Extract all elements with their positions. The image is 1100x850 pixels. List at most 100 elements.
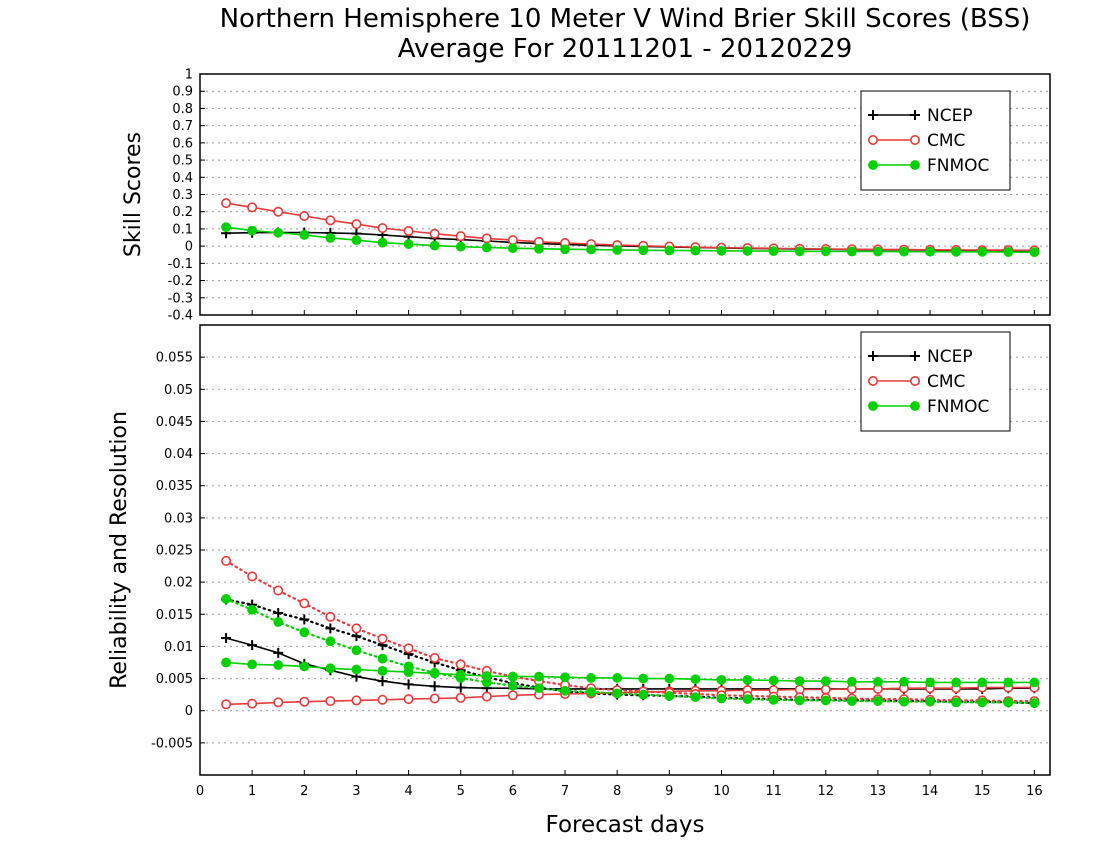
y-tick-label: 0.035 [156, 479, 193, 494]
data-point-fnmoc [1003, 697, 1014, 708]
legend-marker-ncep [868, 351, 878, 361]
data-point-fnmoc [925, 677, 935, 688]
data-point-fnmoc [638, 245, 649, 256]
data-point-ncep [429, 681, 440, 692]
data-point-cmc [273, 206, 284, 217]
data-point-fnmoc [820, 246, 831, 257]
legend-marker-cmc [867, 135, 878, 146]
y-tick-label: -0.005 [151, 736, 193, 751]
data-point-cmc [325, 611, 336, 622]
legend: NCEP CMC FNMOC [860, 331, 1011, 432]
y-tick-label: 0.02 [164, 576, 193, 591]
legend-marker-cmc [909, 135, 920, 146]
x-tick-label: 3 [352, 784, 360, 799]
y-tick-label: -0.2 [168, 274, 193, 289]
x-tick-label: 9 [665, 784, 673, 799]
data-point-fnmoc [1003, 677, 1014, 688]
data-point-fnmoc [273, 227, 284, 238]
data-point-fnmoc [325, 663, 336, 674]
x-tick-label: 14 [922, 784, 939, 799]
legend-marker-fnmoc [868, 160, 878, 170]
data-point-fnmoc [925, 696, 935, 707]
data-point-cmc [429, 652, 440, 663]
data-point-fnmoc [247, 659, 258, 670]
data-point-cmc [455, 231, 466, 242]
chart-title-line1: Northern Hemisphere 10 Meter V Wind Brie… [220, 4, 1031, 34]
data-point-cmc [247, 698, 258, 709]
y-tick-label: 0.7 [172, 119, 193, 134]
data-point-cmc [299, 696, 310, 707]
x-tick-label: 16 [1026, 784, 1043, 799]
data-point-fnmoc [273, 617, 284, 627]
data-point-fnmoc [612, 673, 623, 683]
data-point-ncep [247, 640, 258, 651]
x-tick-label: 10 [713, 784, 730, 799]
data-point-fnmoc [716, 245, 727, 256]
data-point-fnmoc [299, 627, 310, 638]
data-point-cmc [455, 659, 466, 670]
legend-marker-cmc [867, 375, 878, 386]
y-tick-label: 0.04 [164, 447, 193, 462]
data-point-fnmoc [977, 677, 988, 688]
reliability-resolution-panel: -0.005 0 0.005 0.01 0.015 0.02 0.025 0.03 0.035 0… [107, 324, 1051, 799]
data-point-fnmoc [560, 672, 570, 683]
data-point-cmc [221, 198, 232, 209]
data-point-fnmoc [794, 676, 805, 687]
data-point-fnmoc [351, 645, 362, 656]
legend-label-ncep: NCEP [927, 106, 973, 126]
y-tick-label: 0.005 [156, 672, 193, 687]
y-tick-label: 0.4 [172, 171, 193, 186]
data-point-fnmoc [638, 689, 649, 700]
legend-label-fnmoc: FNMOC [927, 397, 989, 417]
data-point-fnmoc [377, 653, 388, 664]
legend-marker-fnmoc [868, 401, 878, 411]
y-tick-label: 0 [185, 240, 193, 255]
legend-marker-cmc [909, 375, 920, 386]
y-tick-label: 0.01 [164, 640, 193, 655]
data-point-cmc [507, 690, 518, 701]
data-point-cmc [221, 699, 232, 710]
data-point-fnmoc [586, 244, 597, 255]
series-line-ncep [226, 231, 1035, 252]
data-point-fnmoc [742, 246, 753, 256]
data-point-fnmoc [925, 246, 935, 257]
data-point-fnmoc [481, 242, 492, 253]
data-point-fnmoc [325, 232, 336, 243]
data-point-ncep [325, 623, 336, 634]
x-tick-label: 12 [817, 784, 834, 799]
data-point-cmc [481, 233, 492, 244]
data-point-fnmoc [638, 673, 649, 684]
data-point-fnmoc [899, 246, 909, 257]
legend-marker-fnmoc [910, 401, 920, 411]
series-line-fnmoc-dotted [225, 597, 1036, 705]
data-point-fnmoc [951, 697, 962, 708]
data-point-fnmoc [560, 685, 570, 696]
y-tick-label: 0.05 [164, 383, 193, 398]
x-tick-label: 15 [974, 784, 991, 799]
data-point-fnmoc [768, 246, 779, 257]
x-tick-label: 2 [300, 784, 308, 799]
data-point-cmc [299, 598, 310, 609]
data-point-fnmoc [403, 239, 414, 249]
data-point-cmc [299, 211, 310, 222]
data-point-fnmoc [455, 673, 466, 683]
data-point-fnmoc [507, 680, 518, 691]
data-point-cmc [481, 691, 492, 702]
data-point-cmc [429, 693, 440, 704]
x-tick-label: 6 [509, 784, 517, 799]
data-point-fnmoc [1029, 698, 1040, 708]
data-point-fnmoc [951, 677, 962, 688]
y-tick-label: 0.055 [156, 351, 193, 366]
data-point-fnmoc [221, 657, 231, 668]
data-point-fnmoc [846, 676, 857, 687]
y-tick-label: 0.1 [172, 222, 193, 237]
x-tick-label: 0 [196, 784, 204, 799]
data-point-fnmoc [664, 245, 675, 256]
data-point-cmc [507, 235, 518, 246]
data-point-fnmoc [716, 674, 727, 685]
data-point-fnmoc [586, 673, 597, 683]
y-tick-label: 0.025 [156, 544, 193, 559]
x-tick-label: 1 [248, 784, 256, 799]
legend-label-cmc: CMC [927, 372, 965, 392]
